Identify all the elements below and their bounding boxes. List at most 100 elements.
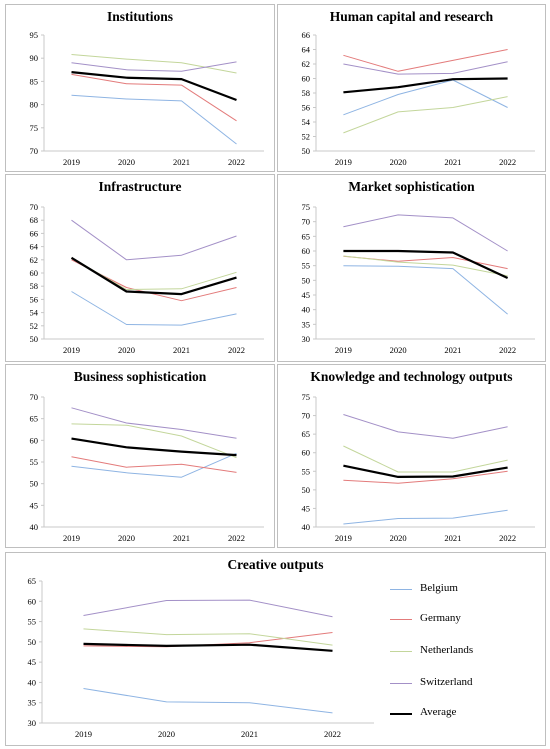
y-tick-label: 52	[302, 132, 311, 142]
x-tick-label: 2022	[228, 345, 245, 355]
y-tick-label: 70	[30, 146, 39, 156]
legend-swatch	[390, 683, 412, 684]
y-tick-label: 58	[30, 281, 39, 291]
legend-label: Netherlands	[420, 644, 474, 656]
series-line-germany	[343, 49, 508, 72]
line-chart: 30 35 40 45 50 55 60 65 2019 2020 2021 2022	[28, 576, 374, 739]
series-line-belgium	[343, 265, 508, 315]
y-tick-label: 45	[302, 503, 311, 513]
series-line-switzerland	[71, 61, 237, 72]
x-tick-label: 2019	[335, 157, 352, 167]
y-tick-label: 50	[30, 334, 39, 344]
legend-swatch	[390, 619, 412, 620]
series-line-germany	[343, 470, 508, 484]
series-line-average	[71, 437, 237, 457]
series-line-germany	[71, 456, 237, 473]
y-tick-label: 45	[28, 657, 37, 667]
y-tick-label: 60	[30, 268, 39, 278]
x-tick-label: 2022	[324, 729, 341, 739]
line-chart: 70 75 80 85 90 95 2019 2020 2021 2022	[30, 30, 264, 167]
series-line-netherlands	[343, 445, 508, 473]
x-tick-label: 2022	[228, 157, 245, 167]
legend-swatch	[390, 651, 412, 652]
y-tick-label: 50	[302, 275, 311, 285]
chart-title: Creative outputs	[227, 557, 324, 572]
series-line-belgium	[71, 452, 237, 478]
y-tick-label: 85	[30, 76, 39, 86]
x-tick-label: 2020	[118, 345, 135, 355]
chart-title: Business sophistication	[73, 369, 207, 384]
series-line-germany	[71, 73, 237, 122]
y-tick-label: 65	[28, 576, 37, 586]
y-tick-label: 30	[302, 334, 311, 344]
y-tick-label: 62	[30, 255, 39, 265]
x-tick-label: 2020	[118, 533, 135, 543]
x-tick-label: 2021	[173, 533, 190, 543]
y-tick-label: 35	[302, 319, 311, 329]
x-tick-label: 2022	[499, 533, 516, 543]
y-tick-label: 35	[28, 698, 37, 708]
x-tick-label: 2019	[63, 157, 80, 167]
x-tick-label: 2020	[158, 729, 175, 739]
y-tick-label: 60	[30, 435, 39, 445]
line-chart: 30 35 40 45 50 55 60 65 70 75 2019 2020 2021 2022	[302, 202, 535, 355]
series-line-netherlands	[83, 628, 333, 646]
x-tick-label: 2019	[63, 533, 80, 543]
x-tick-label: 2020	[390, 533, 407, 543]
series-line-switzerland	[343, 414, 508, 439]
y-tick-label: 60	[28, 596, 37, 606]
x-tick-label: 2022	[499, 157, 516, 167]
x-tick-label: 2022	[499, 345, 516, 355]
y-tick-label: 50	[28, 637, 37, 647]
y-tick-label: 75	[302, 202, 311, 212]
x-tick-label: 2021	[444, 533, 461, 543]
series-line-average	[343, 77, 508, 94]
y-tick-label: 55	[302, 466, 311, 476]
legend-item-average: Average	[390, 704, 540, 724]
y-tick-label: 54	[30, 308, 39, 318]
y-tick-label: 52	[30, 321, 39, 331]
y-tick-label: 45	[30, 500, 39, 510]
y-tick-label: 90	[30, 53, 39, 63]
series-line-switzerland	[83, 599, 333, 618]
x-tick-label: 2022	[228, 533, 245, 543]
line-chart: 40 45 50 55 60 65 70 2019 2020 2021 2022	[30, 392, 264, 543]
legend-label: Average	[420, 706, 457, 718]
legend-item-belgium: Belgium	[390, 580, 540, 600]
panel-knowledge-technology: Knowledge and technology outputs 40 45 50 5…	[277, 364, 546, 548]
y-tick-label: 40	[302, 522, 311, 532]
y-tick-label: 70	[30, 392, 39, 402]
line-chart: 50 52 54 56 58 60 62 64 66 2019 2020 2021 2022	[302, 30, 535, 167]
legend: Belgium Germany Netherlands Switzerland …	[390, 572, 540, 732]
series-line-average	[70, 256, 237, 296]
series-line-average	[343, 464, 508, 479]
x-tick-label: 2020	[390, 157, 407, 167]
y-tick-label: 70	[302, 217, 311, 227]
series-line-netherlands	[71, 423, 237, 459]
series-line-belgium	[343, 79, 508, 116]
panel-market-sophistication: Market sophistication 30 35 40 45 50 55 60 65 70…	[277, 174, 546, 362]
x-tick-label: 2019	[63, 345, 80, 355]
chart-title: Institutions	[106, 9, 174, 24]
y-tick-label: 66	[30, 228, 39, 238]
x-tick-label: 2021	[173, 157, 190, 167]
x-tick-label: 2019	[335, 345, 352, 355]
y-tick-label: 95	[30, 30, 39, 40]
y-tick-label: 65	[302, 429, 311, 439]
series-line-switzerland	[343, 61, 508, 75]
x-tick-label: 2020	[390, 345, 407, 355]
legend-label: Germany	[420, 612, 461, 624]
series-line-average	[343, 249, 509, 279]
y-tick-label: 30	[28, 718, 37, 728]
legend-label: Switzerland	[420, 676, 473, 688]
y-tick-label: 50	[30, 479, 39, 489]
x-tick-label: 2021	[241, 729, 258, 739]
y-tick-label: 66	[302, 30, 311, 40]
y-tick-label: 50	[302, 146, 311, 156]
y-tick-label: 54	[302, 117, 311, 127]
series-line-average	[71, 71, 237, 102]
y-tick-label: 60	[302, 246, 311, 256]
series-line-belgium	[71, 291, 237, 326]
x-tick-label: 2019	[75, 729, 92, 739]
y-tick-label: 60	[302, 448, 311, 458]
